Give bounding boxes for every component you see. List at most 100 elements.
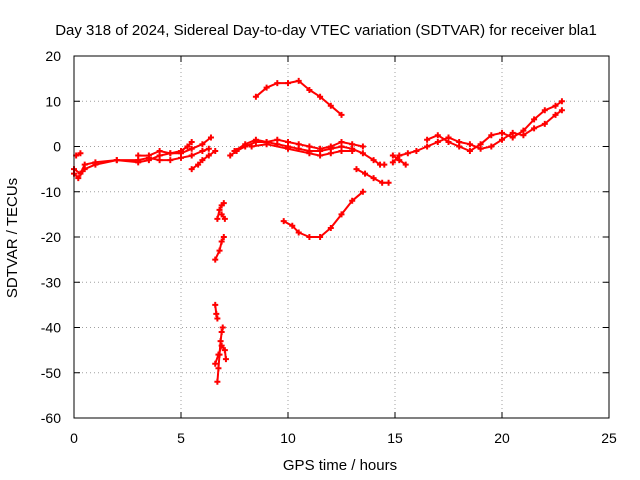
data-point bbox=[389, 159, 396, 166]
data-point bbox=[199, 157, 206, 164]
data-point bbox=[218, 211, 225, 218]
y-tick-label: -20 bbox=[41, 229, 61, 245]
data-point bbox=[295, 77, 302, 84]
data-point bbox=[167, 157, 174, 164]
data-point bbox=[218, 329, 225, 336]
data-point bbox=[317, 234, 324, 240]
y-axis-label: SDTVAR / TECUs bbox=[4, 178, 21, 298]
y-tick-label: 10 bbox=[45, 93, 61, 109]
data-point bbox=[353, 166, 360, 173]
data-point bbox=[379, 179, 386, 186]
data-point bbox=[349, 197, 356, 204]
data-point bbox=[205, 152, 212, 159]
data-point bbox=[199, 141, 206, 148]
series-segment-6 bbox=[216, 202, 225, 220]
data-point bbox=[285, 145, 291, 152]
data-point bbox=[488, 143, 495, 150]
data-point bbox=[359, 143, 366, 150]
data-point bbox=[327, 102, 334, 109]
data-point bbox=[317, 145, 324, 152]
axis-ticks: 0 5 10 15 20 25 20 10 0 -10 -20 -30 -40 -50 -60 bbox=[41, 48, 617, 446]
data-point bbox=[541, 120, 548, 127]
data-point bbox=[274, 136, 281, 143]
chart-title: Day 318 of 2024, Sidereal Day-to-day VTE… bbox=[55, 22, 597, 39]
data-point bbox=[135, 152, 142, 159]
data-point bbox=[188, 166, 195, 173]
data-point bbox=[359, 188, 366, 195]
data-point bbox=[184, 143, 191, 150]
data-point bbox=[445, 138, 452, 145]
data-point bbox=[216, 247, 223, 254]
series-segment-15 bbox=[254, 79, 343, 116]
data-point bbox=[231, 148, 238, 155]
data-point bbox=[338, 211, 345, 218]
data-point bbox=[285, 138, 291, 145]
data-point bbox=[402, 161, 409, 168]
data-point bbox=[488, 132, 495, 139]
data-point bbox=[362, 170, 369, 177]
data-point bbox=[552, 102, 559, 109]
data-point bbox=[306, 143, 313, 150]
data-point bbox=[220, 234, 227, 240]
data-point bbox=[215, 365, 222, 372]
data-point bbox=[349, 148, 356, 155]
data-point bbox=[263, 84, 270, 91]
data-point bbox=[212, 301, 219, 308]
data-point bbox=[531, 125, 538, 132]
x-tick-label: 20 bbox=[494, 430, 510, 446]
data-point bbox=[219, 324, 226, 331]
data-point bbox=[466, 141, 473, 148]
data-point bbox=[156, 157, 163, 164]
data-point bbox=[385, 179, 392, 186]
data-point bbox=[156, 148, 163, 155]
y-tick-label: -10 bbox=[41, 184, 61, 200]
data-point bbox=[306, 150, 313, 157]
y-tick-label: -60 bbox=[41, 410, 61, 426]
series-segment-16 bbox=[282, 190, 364, 238]
data-point bbox=[558, 98, 565, 105]
data-point bbox=[167, 150, 174, 157]
data-point bbox=[188, 152, 195, 159]
data-point bbox=[389, 152, 396, 159]
data-point bbox=[434, 132, 441, 139]
data-point bbox=[252, 136, 259, 143]
data-point bbox=[195, 161, 202, 168]
data-point bbox=[327, 150, 334, 157]
data-point bbox=[552, 111, 559, 118]
x-tick-label: 10 bbox=[280, 430, 296, 446]
data-point bbox=[338, 148, 345, 155]
data-point bbox=[188, 145, 195, 152]
data-point bbox=[370, 175, 377, 182]
y-tick-label: -40 bbox=[41, 320, 61, 336]
x-tick-label: 15 bbox=[387, 430, 403, 446]
data-point bbox=[558, 107, 565, 114]
data-point bbox=[396, 152, 403, 159]
data-point bbox=[285, 80, 291, 87]
y-tick-label: -50 bbox=[41, 365, 61, 381]
data-point bbox=[207, 134, 214, 141]
data-point bbox=[370, 157, 377, 164]
data-point bbox=[274, 80, 281, 87]
data-point bbox=[289, 222, 296, 229]
data-point bbox=[252, 93, 259, 100]
data-point bbox=[541, 107, 548, 114]
data-point bbox=[188, 138, 195, 145]
data-point bbox=[213, 310, 220, 317]
data-point bbox=[215, 351, 222, 358]
data-point bbox=[349, 141, 356, 148]
x-tick-label: 25 bbox=[601, 430, 617, 446]
data-point bbox=[499, 136, 505, 143]
y-tick-label: 0 bbox=[53, 139, 61, 155]
data-point bbox=[214, 378, 221, 385]
data-point bbox=[75, 175, 82, 182]
data-point bbox=[216, 206, 223, 213]
grid-lines bbox=[74, 56, 609, 418]
data-point bbox=[214, 315, 221, 322]
data-point bbox=[77, 150, 84, 157]
data-point bbox=[338, 111, 345, 118]
data-point bbox=[218, 238, 225, 245]
y-tick-label: -30 bbox=[41, 274, 61, 290]
data-point bbox=[434, 138, 441, 145]
data-point bbox=[520, 127, 527, 134]
